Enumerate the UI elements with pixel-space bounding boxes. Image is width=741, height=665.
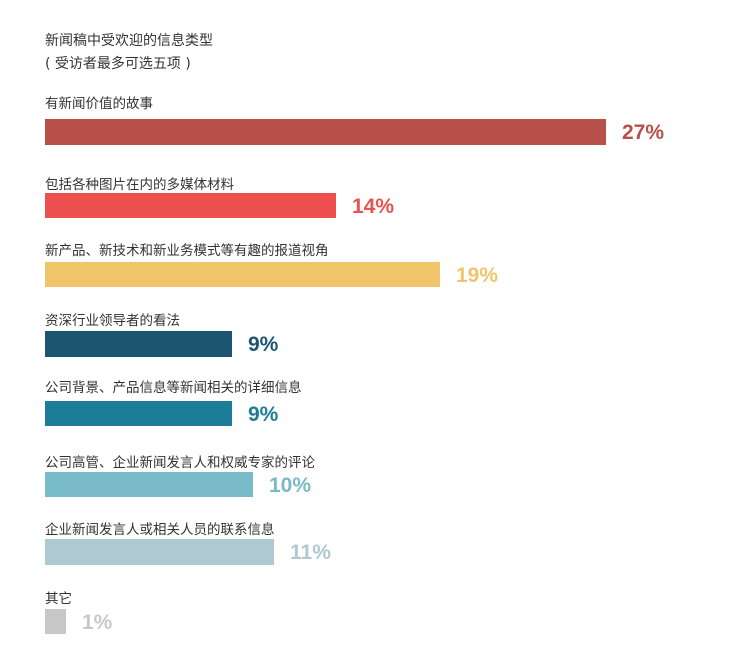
bar [45, 539, 274, 565]
bar [45, 193, 336, 218]
value-label: 27% [622, 121, 665, 144]
value-label: 19% [456, 263, 499, 287]
category-label: 公司背景、产品信息等新闻相关的详细信息 [45, 380, 302, 396]
chart-title: 新闻稿中受欢迎的信息类型 [45, 33, 213, 49]
value-label: 10% [269, 473, 312, 497]
value-label: 11% [290, 541, 331, 564]
bar [45, 119, 606, 145]
bar [45, 262, 440, 287]
value-label: 9% [248, 333, 279, 356]
bar [45, 472, 253, 497]
category-label: 新产品、新技术和新业务模式等有趣的报道视角 [45, 243, 329, 259]
value-label: 1% [82, 610, 113, 634]
category-label: 有新闻价值的故事 [45, 96, 153, 112]
category-label: 其它 [45, 591, 72, 607]
bar [45, 331, 232, 357]
value-label: 14% [352, 194, 395, 218]
category-label: 包括各种图片在内的多媒体材料 [45, 177, 234, 193]
chart-subtitle: ( 受访者最多可选五项 ) [45, 56, 191, 72]
category-label: 资深行业领导者的看法 [45, 313, 180, 329]
category-label: 企业新闻发言人或相关人员的联系信息 [45, 522, 275, 538]
bar [45, 609, 66, 634]
bar [45, 401, 232, 426]
category-label: 公司高管、企业新闻发言人和权威专家的评论 [45, 455, 315, 471]
value-label: 9% [248, 402, 279, 426]
